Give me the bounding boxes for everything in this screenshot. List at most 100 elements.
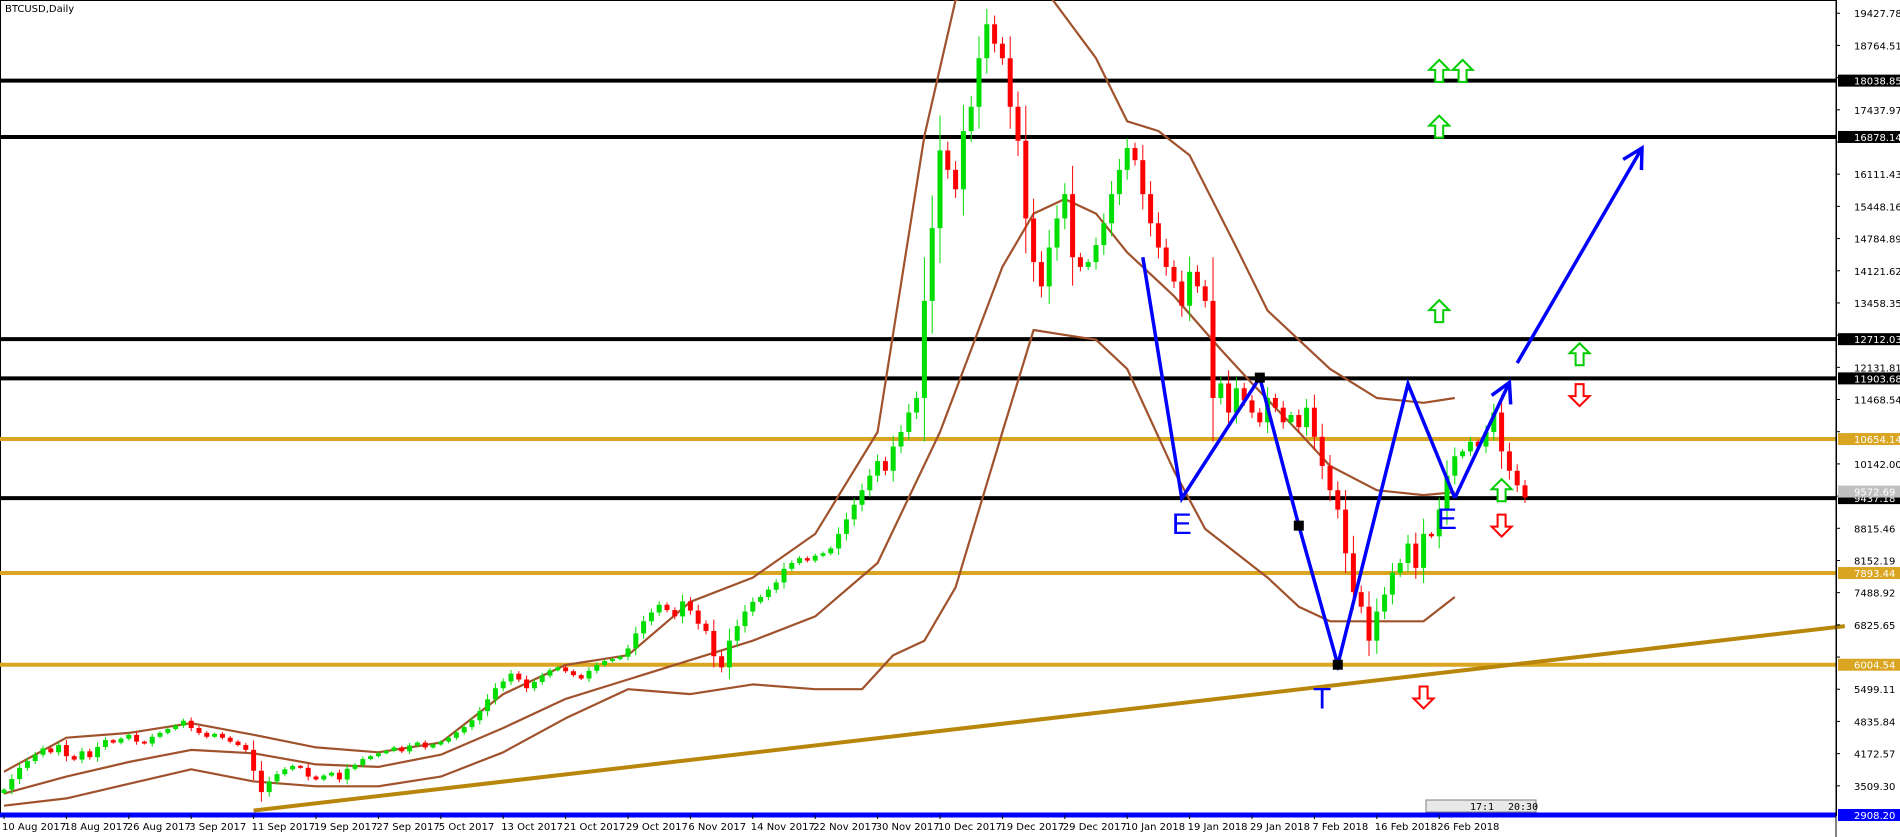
candle: [1210, 257, 1216, 442]
projection-arrow-2-head: [1622, 144, 1644, 171]
candle-body: [1093, 245, 1099, 263]
candle-body: [1109, 194, 1115, 224]
level-badge-2-label: 12712.03: [1854, 335, 1900, 346]
candle-body: [71, 756, 77, 760]
candle-body: [1101, 223, 1107, 246]
candle: [617, 655, 623, 661]
candle-body: [641, 621, 647, 634]
candle-body: [1460, 451, 1466, 457]
candle-body: [516, 673, 522, 680]
candle: [508, 670, 514, 685]
candle: [1467, 437, 1473, 456]
candle: [461, 724, 467, 735]
candle: [305, 763, 311, 781]
candle-body: [63, 745, 69, 757]
candle-body: [687, 601, 693, 611]
candle: [274, 770, 280, 785]
trendline[interactable]: [253, 624, 1846, 813]
candle-body: [1116, 169, 1122, 195]
candle-body: [102, 740, 108, 747]
candle: [134, 731, 140, 745]
candle-body: [719, 656, 725, 668]
candle: [586, 667, 592, 683]
candle-body: [750, 601, 756, 612]
candle: [820, 551, 826, 558]
candle: [173, 724, 179, 731]
level-badge-0-label: 18038.85: [1854, 77, 1900, 88]
candle-body: [227, 737, 233, 742]
candle-body: [126, 734, 132, 739]
candle-body: [17, 767, 23, 779]
candle: [360, 756, 366, 768]
candle: [890, 435, 896, 482]
candle-body: [578, 675, 584, 679]
candle-body: [500, 681, 506, 689]
level-badge-7-label: 6004.54: [1854, 661, 1895, 672]
candle-body: [1311, 407, 1317, 437]
candle-body: [1148, 194, 1154, 224]
candle-body: [56, 745, 62, 753]
projection-arrow-2[interactable]: [1515, 147, 1644, 364]
candle: [1444, 460, 1450, 525]
candle-body: [921, 300, 927, 398]
candle: [1046, 230, 1052, 304]
candle-body: [110, 740, 116, 743]
candle: [63, 739, 69, 762]
candle-body: [95, 746, 101, 758]
candle: [485, 694, 491, 717]
candle: [758, 594, 764, 605]
candle: [609, 657, 615, 663]
candle-body: [1226, 383, 1232, 413]
projection-arrow-1[interactable]: [1453, 381, 1511, 499]
level-badge-4: [1838, 433, 1900, 446]
candle-body: [1335, 490, 1341, 510]
candle: [227, 735, 233, 744]
candle: [391, 745, 397, 753]
y-tick-label: 5499.11: [1854, 685, 1895, 696]
status-box: [1425, 799, 1537, 813]
candle-body: [1475, 441, 1481, 447]
candle-body: [765, 589, 771, 597]
candle: [1202, 279, 1208, 308]
y-tick-label: 12131.81: [1854, 363, 1900, 374]
candle: [1296, 409, 1302, 433]
candle-body: [212, 733, 218, 737]
candle-body: [797, 558, 803, 564]
candle: [570, 669, 576, 677]
candle: [282, 767, 288, 777]
level-badge-3-label: 11903.68: [1854, 374, 1900, 385]
candle-body: [1389, 572, 1395, 595]
candle-body: [1272, 397, 1278, 408]
candle: [438, 740, 444, 746]
candle: [1, 788, 7, 795]
candle-body: [40, 748, 46, 755]
candle-body: [282, 769, 288, 775]
candle-body: [531, 681, 537, 689]
candle-body: [836, 533, 842, 549]
pattern-point[interactable]: [1332, 659, 1343, 670]
candle: [1280, 401, 1286, 429]
candle-body: [937, 150, 943, 229]
x-tick-label: 29 Jan 2018: [1250, 822, 1310, 833]
candle: [1148, 181, 1154, 237]
candle: [1491, 403, 1497, 441]
candle: [1288, 411, 1294, 426]
candle: [1304, 398, 1310, 436]
candle: [828, 546, 834, 556]
candle: [1319, 423, 1325, 480]
candle: [329, 771, 335, 777]
candle: [1031, 198, 1037, 282]
candle: [204, 731, 210, 739]
pattern-point[interactable]: [1293, 520, 1304, 531]
candle: [687, 597, 693, 615]
candle-body: [149, 736, 155, 744]
arrow-up-icon: [1426, 58, 1452, 83]
candle: [188, 717, 194, 732]
x-tick-label: 27 Sep 2017: [376, 822, 439, 833]
candle: [1163, 238, 1169, 276]
candle-body: [1046, 247, 1052, 287]
pattern-point[interactable]: [1254, 372, 1265, 383]
y-tick-label: 11468.54: [1854, 396, 1900, 407]
candle-body: [999, 43, 1005, 59]
candle-body: [446, 737, 452, 742]
